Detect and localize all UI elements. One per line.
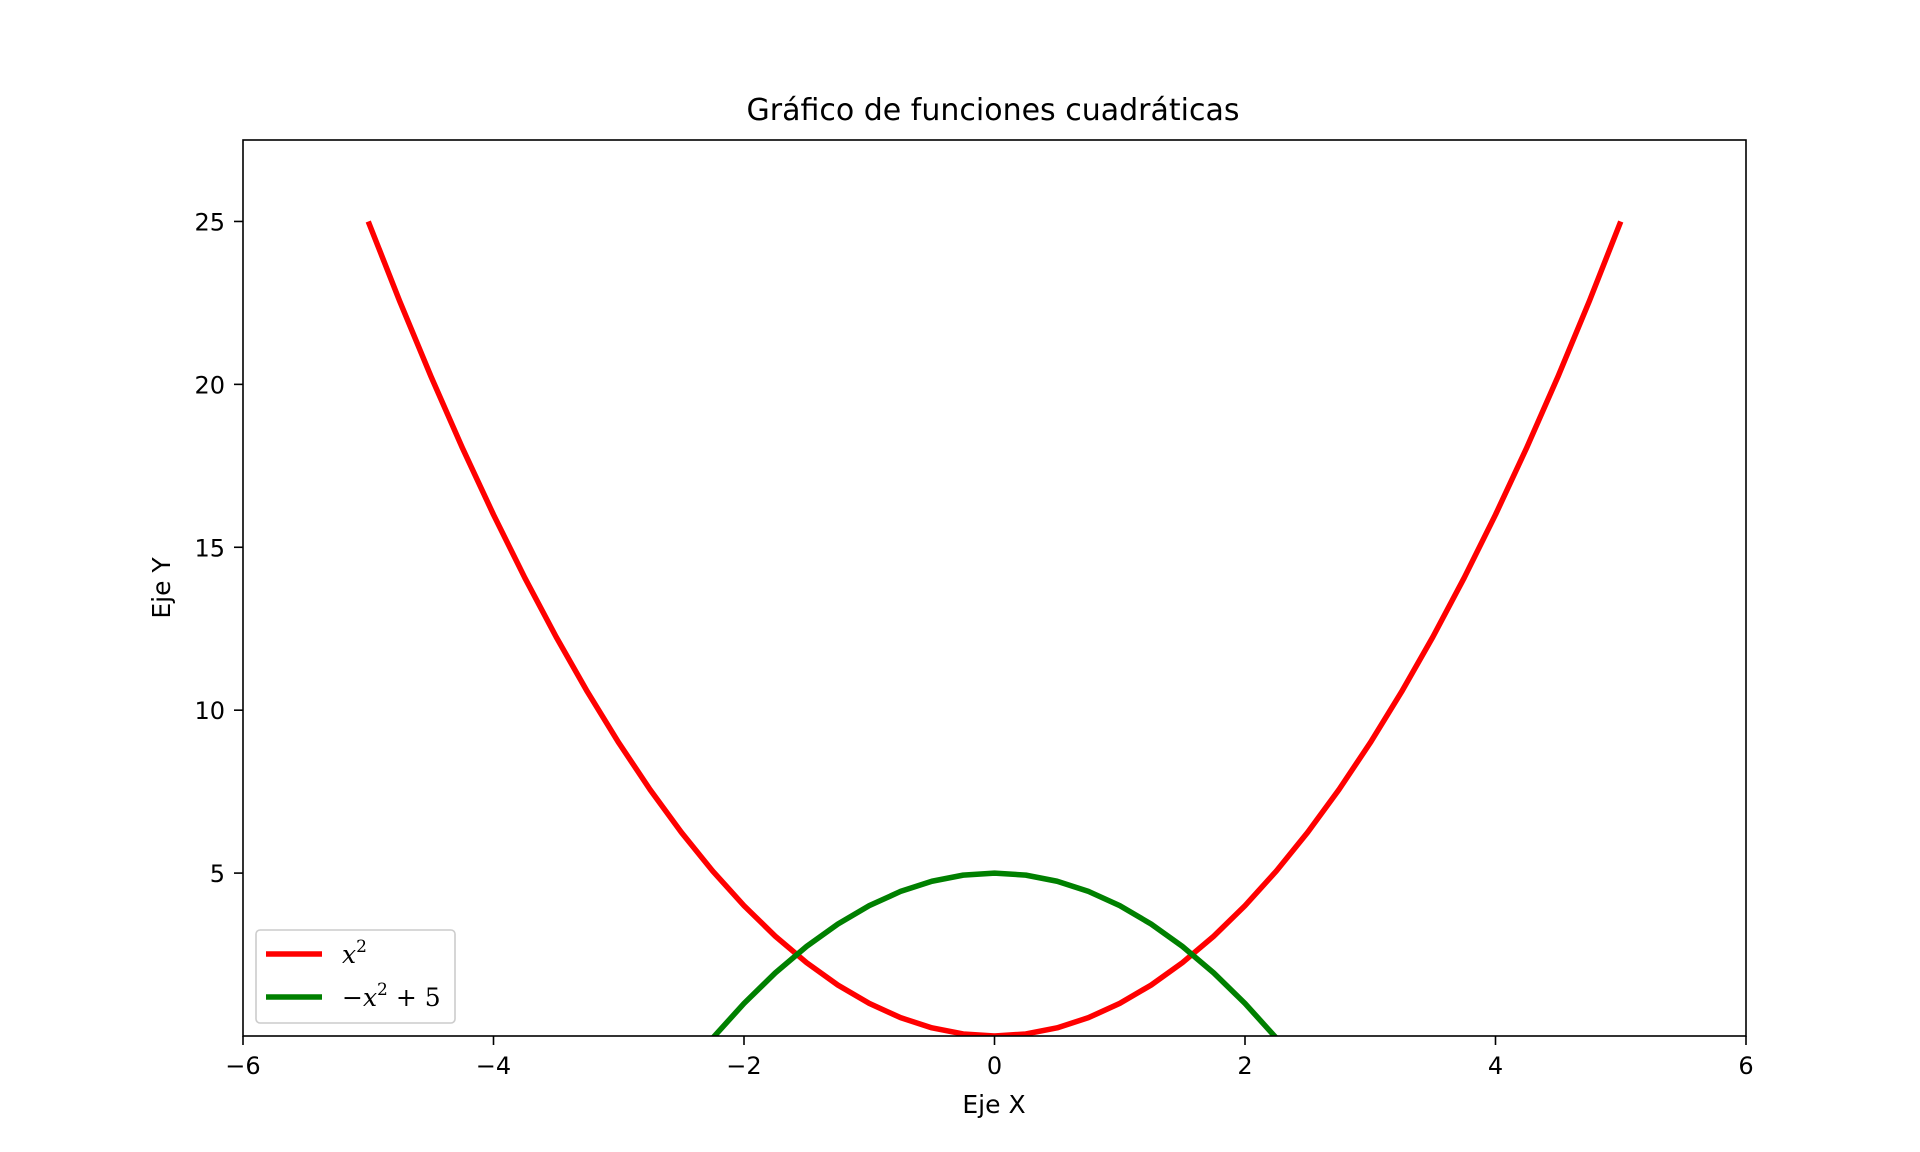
- legend-label-1: x2: [342, 937, 367, 969]
- series-line-2: [710, 870, 1279, 1036]
- x-tick-label: −4: [476, 1052, 511, 1080]
- legend-label-main: x: [342, 940, 356, 969]
- x-tick-label: 4: [1488, 1052, 1503, 1080]
- y-tick-label: 15: [194, 534, 225, 562]
- x-tick-label: −2: [726, 1052, 761, 1080]
- legend-label-sup: 2: [356, 937, 367, 957]
- plot-area: [243, 140, 1746, 1036]
- x-axis-label: Eje X: [962, 1090, 1025, 1119]
- legend: x2−x2 + 5: [255, 929, 456, 1024]
- x-tick-label: −6: [225, 1052, 260, 1080]
- legend-label-sup: 2: [377, 980, 388, 1000]
- x-tick-label: 2: [1237, 1052, 1252, 1080]
- legend-label-tail: + 5: [388, 983, 441, 1012]
- y-tick-label: 10: [194, 697, 225, 725]
- x-tick-label: 0: [987, 1052, 1002, 1080]
- series-line-1: [365, 220, 1624, 1036]
- legend-label-main: −x: [342, 983, 377, 1012]
- series-layer: [365, 220, 1624, 1036]
- y-axis-label: Eje Y: [147, 557, 176, 619]
- y-tick-label: 5: [210, 860, 225, 888]
- legend-label-2: −x2 + 5: [342, 980, 441, 1012]
- y-tick-label: 25: [194, 208, 225, 236]
- y-tick-label: 20: [194, 371, 225, 399]
- y-axis-ticks: 5 10 15 20 25: [194, 208, 243, 888]
- chart-title: Gráfico de funciones cuadráticas: [747, 93, 1240, 128]
- x-axis-ticks: −6 −4 −2 0 2 4 6: [225, 1036, 1754, 1080]
- x-tick-label: 6: [1738, 1052, 1753, 1080]
